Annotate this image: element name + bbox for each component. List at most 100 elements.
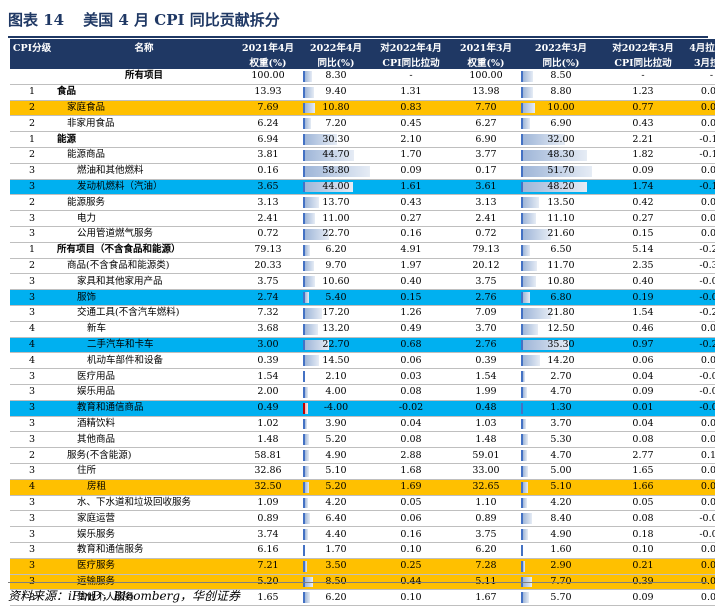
cell-y22-3: 51.70 — [520, 163, 602, 180]
cell-c22-4: 0.10 — [370, 542, 452, 559]
cell-c22-4: 0.06 — [370, 352, 452, 370]
cell-w21-3: 59.01 — [452, 447, 520, 464]
cell-y22-4: 22.70 — [302, 337, 370, 354]
cell-y22-4: 1.70 — [302, 542, 370, 559]
data-bar — [521, 307, 551, 319]
cell-level: 3 — [10, 210, 54, 227]
cell-w21-4: 3.81 — [234, 147, 302, 164]
bar-value: 22.70 — [322, 338, 350, 350]
cell-w21-3: 1.10 — [452, 495, 520, 512]
cell-y22-4: 6.20 — [302, 589, 370, 607]
cell-name: 教育和通信商品 — [54, 400, 234, 417]
cpi-contribution-table: CPI分级 名称 2021年4月 2022年4月 对2022年4月 2021年3… — [10, 39, 715, 607]
data-bar — [303, 228, 329, 240]
cell-w21-3: 3.61 — [452, 179, 520, 196]
cell-c22-4: 0.09 — [370, 163, 452, 180]
data-bar — [303, 149, 354, 161]
cell-w21-3: 7.28 — [452, 558, 520, 575]
data-bar — [303, 355, 320, 367]
cell-c22-4: 0.06 — [370, 510, 452, 528]
cell-name: 非家用食品 — [54, 115, 234, 133]
cell-c22-4: 0.83 — [370, 100, 452, 117]
cell-name: 燃油和其他燃料 — [54, 163, 234, 180]
data-bar — [521, 529, 528, 540]
cell-name: 交通工具(不含汽车燃料) — [54, 305, 234, 322]
bar-value: 5.20 — [325, 481, 347, 493]
cell-w21-4: 58.81 — [234, 447, 302, 464]
data-bar — [303, 292, 310, 303]
cell-w21-4: 3.00 — [234, 337, 302, 354]
cell-y22-4: 8.30 — [302, 69, 370, 85]
cell-c22-4: - — [370, 69, 452, 85]
data-bar — [303, 497, 308, 509]
cell-level: 4 — [10, 479, 54, 496]
data-bar — [303, 197, 319, 209]
cell-y22-3: 3.70 — [520, 416, 602, 433]
cell-level: 3 — [10, 431, 54, 449]
bar-value: 8.80 — [550, 86, 572, 98]
bar-value: 5.10 — [325, 465, 347, 477]
data-bar — [303, 134, 338, 145]
data-bar — [521, 434, 529, 446]
data-bar — [521, 71, 533, 82]
cell-w21-3: 3.70 — [452, 321, 520, 338]
cell-level: 1 — [10, 131, 54, 148]
cell-w21-3: 7.09 — [452, 305, 520, 322]
cell-c22-3: 0.09 — [602, 384, 684, 401]
bar-value: 6.80 — [550, 291, 572, 303]
cell-diff: 0.00 — [684, 210, 715, 227]
bar-value: 10.00 — [547, 101, 575, 113]
data-bar — [521, 165, 592, 177]
cell-w21-4: 6.94 — [234, 131, 302, 148]
cell-y22-3: 5.70 — [520, 589, 602, 607]
bar-value: 5.70 — [550, 591, 572, 603]
data-bar — [521, 228, 551, 240]
cell-y22-3: 8.40 — [520, 510, 602, 528]
bar-value: 4.90 — [325, 449, 347, 461]
cell-w21-4: 1.02 — [234, 416, 302, 433]
cell-c22-3: 0.40 — [602, 273, 684, 291]
cell-diff: 0.05 — [684, 574, 715, 591]
cell-name: 家具和其他家用产品 — [54, 273, 234, 291]
cell-y22-3: 2.70 — [520, 368, 602, 385]
data-bar — [521, 465, 528, 477]
bar-value: 5.10 — [550, 481, 572, 493]
bar-value: 21.80 — [547, 307, 575, 319]
cell-c22-3: 0.77 — [602, 100, 684, 117]
cell-y22-4: 30.30 — [302, 131, 370, 148]
cell-y22-4: 5.40 — [302, 289, 370, 306]
cell-name: 其他商品 — [54, 431, 234, 449]
cell-c22-4: 2.10 — [370, 131, 452, 148]
cell-c22-3: 0.04 — [602, 368, 684, 385]
cell-y22-3: 5.00 — [520, 463, 602, 480]
cell-name: 所有项目 — [54, 69, 234, 85]
bar-value: 4.00 — [325, 386, 347, 398]
cell-level: 4 — [10, 352, 54, 370]
bar-value: 4.70 — [550, 449, 572, 461]
cell-name: 教育和通信服务 — [54, 542, 234, 559]
data-bar — [303, 213, 316, 224]
header-c22-3-sub: CPI同比拉动 — [602, 54, 684, 69]
cell-c22-3: 0.08 — [602, 431, 684, 449]
bar-value: 30.30 — [322, 133, 350, 145]
data-bar — [521, 355, 541, 367]
cell-c22-3: 0.01 — [602, 400, 684, 417]
cell-y22-3: 14.20 — [520, 352, 602, 370]
cell-c22-3: 5.14 — [602, 242, 684, 259]
cell-name: 食品 — [54, 84, 234, 101]
data-bar — [303, 386, 308, 398]
cell-y22-3: 5.10 — [520, 479, 602, 496]
bar-value: 4.20 — [325, 496, 347, 508]
bar-value: 13.70 — [322, 196, 350, 208]
data-bar — [521, 102, 535, 114]
cell-y22-3: 6.80 — [520, 289, 602, 306]
cell-level: 3 — [10, 305, 54, 322]
cell-w21-3: 1.48 — [452, 431, 520, 449]
cell-y22-3: 4.20 — [520, 495, 602, 512]
cell-y22-3: 21.60 — [520, 226, 602, 243]
cell-c22-4: 0.05 — [370, 495, 452, 512]
